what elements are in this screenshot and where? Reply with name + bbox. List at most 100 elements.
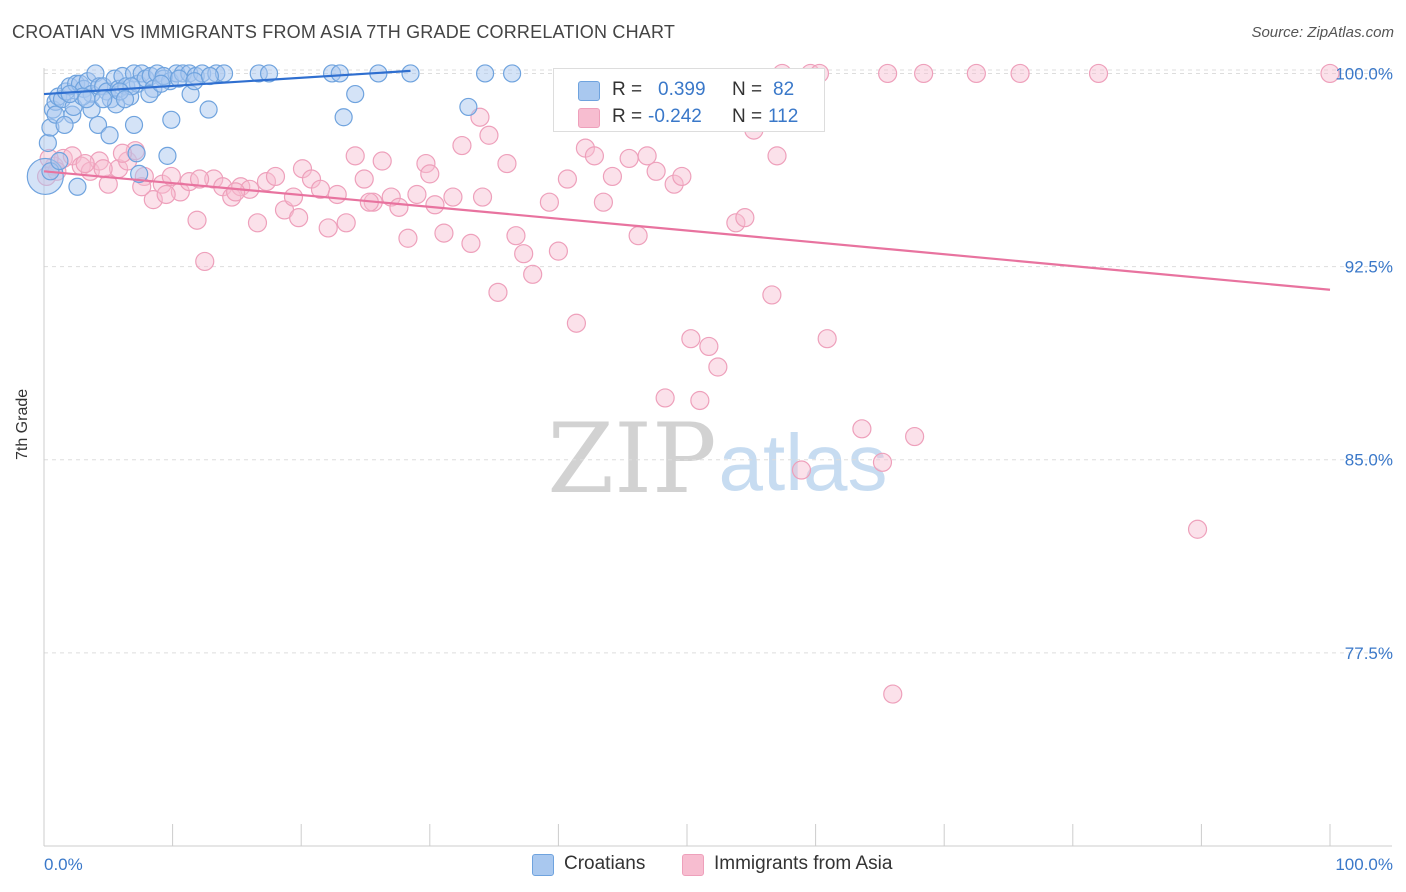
data-point-immigrants-from-asia xyxy=(539,192,559,212)
data-point-immigrants-from-asia xyxy=(878,63,898,84)
data-point-immigrants-from-asia xyxy=(256,172,277,192)
data-point-immigrants-from-asia xyxy=(690,390,710,411)
data-point-immigrants-from-asia xyxy=(1320,63,1340,84)
legend-label-croatians: Croatians xyxy=(564,853,646,874)
data-point-croatians xyxy=(140,84,159,104)
legend-n-value: 82 xyxy=(773,79,795,100)
data-point-immigrants-from-asia xyxy=(407,184,427,205)
data-point-immigrants-from-asia xyxy=(265,166,286,187)
data-point-croatians xyxy=(88,115,108,135)
data-point-croatians xyxy=(334,108,353,127)
trend-line-immigrants-from-asia xyxy=(43,170,1331,291)
data-point-croatians xyxy=(459,97,478,117)
data-point-immigrants-from-asia xyxy=(336,213,356,233)
data-point-croatians xyxy=(162,110,181,129)
data-point-immigrants-from-asia xyxy=(488,282,508,302)
data-point-immigrants-from-asia xyxy=(93,159,113,179)
data-point-immigrants-from-asia xyxy=(470,107,490,127)
chart-title: CROATIAN VS IMMIGRANTS FROM ASIA 7TH GRA… xyxy=(12,22,676,42)
data-point-immigrants-from-asia xyxy=(914,63,934,84)
legend-n-label: N = xyxy=(732,106,763,127)
data-point-immigrants-from-asia xyxy=(726,213,746,233)
data-point-immigrants-from-asia xyxy=(966,63,986,84)
legend-swatch-blue xyxy=(578,81,600,101)
data-point-immigrants-from-asia xyxy=(345,146,365,166)
y-tick-label: 77.5% xyxy=(1345,644,1393,663)
data-point-croatians xyxy=(151,74,171,93)
data-point-immigrants-from-asia xyxy=(852,419,872,439)
y-tick-label: 92.5% xyxy=(1345,258,1393,277)
legend-row-asia: R = -0.242 N = 112 xyxy=(554,104,824,132)
data-point-immigrants-from-asia xyxy=(791,460,812,480)
data-point-immigrants-from-asia xyxy=(584,146,605,166)
data-point-immigrants-from-asia xyxy=(762,285,782,305)
legend-r-value: 0.399 xyxy=(658,79,706,100)
data-point-croatians xyxy=(199,100,218,119)
data-point-croatians xyxy=(200,66,219,86)
watermark-zip: ZIP xyxy=(547,403,716,515)
data-point-immigrants-from-asia xyxy=(289,208,309,228)
data-point-immigrants-from-asia xyxy=(523,264,543,284)
data-point-immigrants-from-asia xyxy=(619,148,639,169)
legend-swatch-pink xyxy=(682,854,704,876)
data-point-immigrants-from-asia xyxy=(817,329,837,349)
data-point-immigrants-from-asia xyxy=(548,241,569,261)
data-point-croatians xyxy=(127,144,146,163)
data-point-croatians xyxy=(185,72,204,91)
data-point-immigrants-from-asia xyxy=(872,452,893,472)
data-point-croatians xyxy=(475,64,495,83)
data-point-immigrants-from-asia xyxy=(247,213,268,233)
legend-n-value: 112 xyxy=(768,106,799,127)
data-point-immigrants-from-asia xyxy=(416,153,436,174)
data-point-immigrants-from-asia xyxy=(354,169,374,189)
data-point-immigrants-from-asia xyxy=(681,329,701,349)
data-point-immigrants-from-asia xyxy=(98,174,118,194)
watermark-atlas: atlas xyxy=(719,418,888,507)
data-point-immigrants-from-asia xyxy=(143,190,163,210)
legend-n-label: N = xyxy=(732,79,763,100)
data-point-immigrants-from-asia xyxy=(318,218,338,238)
data-point-immigrants-from-asia xyxy=(628,226,648,246)
stats-legend: R = 0.399 N = 82 R = -0.242 N = 112 xyxy=(553,68,825,132)
data-point-croatians xyxy=(50,151,69,171)
data-point-immigrants-from-asia xyxy=(461,233,481,254)
chart-source: Source: ZipAtlas.com xyxy=(1251,24,1394,41)
data-point-immigrants-from-asia xyxy=(672,166,692,187)
data-point-croatians xyxy=(60,84,79,104)
data-point-immigrants-from-asia xyxy=(420,164,440,184)
legend-r-value: -0.242 xyxy=(648,106,702,127)
data-point-croatians xyxy=(77,90,96,109)
data-point-immigrants-from-asia xyxy=(381,187,401,207)
data-point-immigrants-from-asia xyxy=(708,357,728,377)
data-point-immigrants-from-asia xyxy=(479,125,499,145)
data-point-immigrants-from-asia xyxy=(497,153,517,174)
data-point-immigrants-from-asia xyxy=(655,388,675,408)
data-point-immigrants-from-asia xyxy=(664,174,684,194)
data-point-croatians xyxy=(503,64,522,83)
trend-line-croatians xyxy=(43,69,411,96)
data-point-croatians xyxy=(124,115,144,135)
data-point-croatians xyxy=(94,90,113,109)
data-point-immigrants-from-asia xyxy=(195,251,215,272)
data-point-immigrants-from-asia xyxy=(514,244,534,264)
y-tick-label: 100.0% xyxy=(1335,64,1393,83)
data-point-immigrants-from-asia xyxy=(226,182,246,202)
data-point-croatians xyxy=(100,126,119,145)
series-legend: Croatians Immigrants from Asia xyxy=(0,852,1406,880)
data-point-croatians xyxy=(68,177,87,196)
data-point-immigrants-from-asia xyxy=(602,166,623,187)
data-point-immigrants-from-asia xyxy=(190,169,210,189)
legend-swatch-blue xyxy=(532,854,554,876)
data-point-immigrants-from-asia xyxy=(389,197,409,217)
data-point-immigrants-from-asia xyxy=(156,184,176,205)
data-point-immigrants-from-asia xyxy=(161,166,181,187)
y-axis-title: 7th Grade xyxy=(14,388,31,460)
data-point-immigrants-from-asia xyxy=(452,135,472,156)
data-point-immigrants-from-asia xyxy=(1088,63,1109,84)
legend-r-label: R = xyxy=(612,106,643,127)
data-point-croatians xyxy=(130,164,149,183)
data-point-immigrants-from-asia xyxy=(372,151,392,171)
data-point-immigrants-from-asia xyxy=(283,187,304,207)
legend-swatch-pink xyxy=(578,108,600,128)
